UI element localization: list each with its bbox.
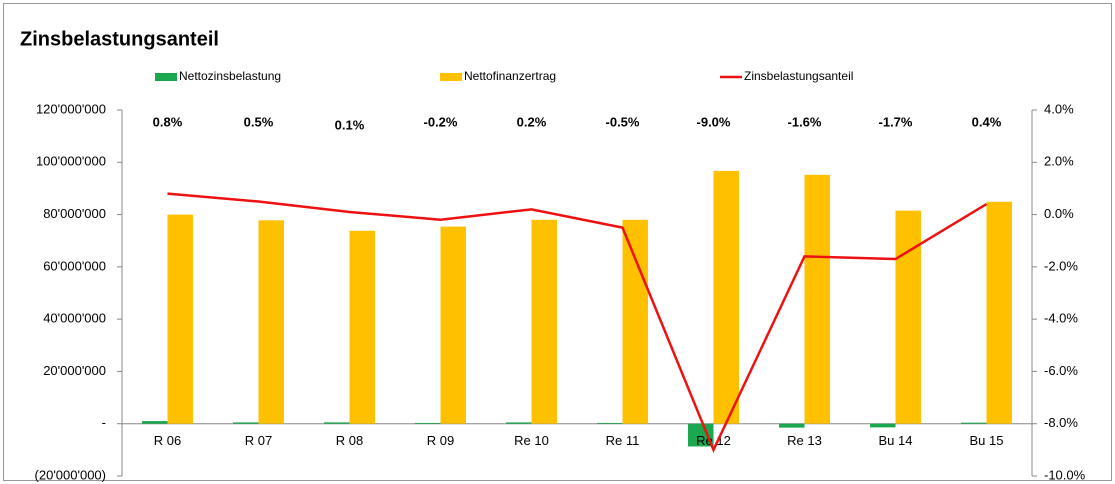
y-tick-label: -: [102, 415, 106, 430]
y2-tick-label: -8.0%: [1044, 415, 1078, 430]
chart-title: Zinsbelastungsanteil: [20, 28, 219, 50]
y2-tick-label: -2.0%: [1044, 258, 1078, 273]
y-tick-label: 100'000'000: [36, 154, 106, 169]
x-tick-label: Re 13: [787, 433, 822, 448]
bar: [531, 219, 557, 424]
data-label: -0.2%: [424, 114, 458, 129]
data-label: 0.5%: [244, 114, 274, 129]
bar: [233, 422, 259, 424]
bar: [349, 230, 375, 424]
bar: [415, 422, 441, 424]
y-tick-label: 80'000'000: [43, 206, 106, 221]
bar: [506, 422, 532, 424]
legend-label: Nettofinanzertrag: [464, 69, 556, 83]
bar: [688, 423, 714, 447]
data-label: 0.2%: [517, 114, 547, 129]
x-tick-label: Bu 15: [970, 433, 1004, 448]
y-tick-label: 120'000'000: [36, 101, 106, 116]
y2-tick-label: 4.0%: [1044, 101, 1074, 116]
bar: [713, 170, 739, 424]
data-label: 0.8%: [153, 114, 183, 129]
y-tick-label: 60'000'000: [43, 258, 106, 273]
line: [167, 192, 988, 453]
legend-swatch: [155, 73, 177, 81]
y2-tick-label: -10.0%: [1044, 467, 1086, 482]
legend-label: Nettozinsbelastung: [179, 69, 281, 83]
bar: [142, 421, 168, 424]
x-tick-label: Bu 14: [879, 433, 913, 448]
y-tick-label: (20'000'000): [35, 467, 106, 482]
x-tick-label: R 09: [427, 433, 454, 448]
bar: [779, 423, 805, 428]
bar: [986, 201, 1012, 424]
legend-label: Zinsbelastungsanteil: [744, 69, 853, 83]
bar: [324, 422, 350, 424]
data-label: -0.5%: [606, 114, 640, 129]
y-tick-label: 40'000'000: [43, 311, 106, 326]
legend-swatch: [440, 73, 462, 81]
bar: [440, 226, 466, 424]
x-tick-label: Re 12: [696, 433, 731, 448]
bar: [961, 422, 987, 424]
x-tick-label: R 07: [245, 433, 272, 448]
data-label: 0.4%: [972, 114, 1002, 129]
bar: [895, 210, 921, 424]
bar: [258, 220, 284, 424]
y-tick-label: 20'000'000: [43, 363, 106, 378]
y2-tick-label: -6.0%: [1044, 363, 1078, 378]
y2-tick-label: 0.0%: [1044, 206, 1074, 221]
bar: [167, 214, 193, 424]
data-label: -1.6%: [788, 114, 822, 129]
bar: [597, 422, 623, 424]
bar: [622, 219, 648, 424]
bar: [804, 174, 830, 424]
y2-tick-label: 2.0%: [1044, 154, 1074, 169]
data-label: 0.1%: [335, 117, 365, 132]
x-tick-label: R 08: [336, 433, 363, 448]
data-label: -9.0%: [697, 114, 731, 129]
data-label: -1.7%: [879, 114, 913, 129]
x-tick-label: Re 10: [514, 433, 549, 448]
x-tick-label: Re 11: [606, 433, 640, 448]
x-tick-label: R 06: [154, 433, 181, 448]
y2-tick-label: -4.0%: [1044, 311, 1078, 326]
bar: [870, 423, 896, 428]
